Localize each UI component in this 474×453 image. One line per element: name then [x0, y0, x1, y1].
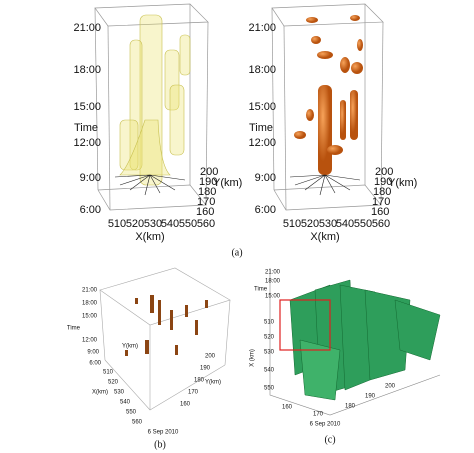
time-tick: 15:00	[265, 294, 281, 300]
axis-label: Y(km)	[122, 344, 138, 350]
axis-label: Time	[67, 326, 81, 332]
y-tick: 190	[199, 176, 217, 188]
date: 6 Sep 2010	[148, 430, 179, 436]
box-a-right	[271, 3, 384, 211]
x-tick: 530	[264, 350, 275, 356]
x-tick: 520	[264, 335, 275, 341]
box-a-left	[94, 3, 209, 211]
time-tick: 18:00	[265, 279, 281, 285]
time-tick: 12:00	[82, 338, 98, 344]
box-b	[99, 267, 231, 411]
x-tick: 560	[372, 218, 390, 230]
time-tick: 12:00	[248, 137, 276, 149]
time-tick: 6:00	[80, 204, 101, 216]
axis-label: Y(km)	[213, 177, 242, 189]
x-tick: 540	[336, 218, 354, 230]
x-tick: 510	[283, 218, 301, 230]
axis-label: X(km)	[310, 231, 339, 243]
y-tick: 180	[198, 186, 216, 198]
x-tick: 540	[264, 368, 275, 374]
x-tick: 520	[301, 218, 319, 230]
y-tick: 180	[194, 378, 205, 384]
y-tick: 190	[200, 366, 211, 372]
x-tick: 530	[114, 390, 125, 396]
time-tick: 18:00	[248, 64, 276, 76]
time-tick: 9:00	[80, 172, 101, 184]
caption: (b)	[154, 439, 166, 450]
orange-volumes	[294, 15, 363, 175]
y-tick: 200	[205, 354, 216, 360]
x-tick: 550	[354, 218, 372, 230]
time-tick: 9:00	[87, 350, 99, 356]
x-tick: 550	[126, 410, 137, 416]
y-tick: 170	[188, 390, 199, 396]
y-tick: 170	[372, 196, 390, 208]
x-tick: 510	[108, 218, 126, 230]
y-tick: 200	[385, 384, 396, 390]
axis-label: X(km)	[135, 231, 164, 243]
y-tick: 170	[313, 412, 324, 418]
axis-label: Time	[254, 287, 268, 293]
x-tick: 560	[197, 218, 215, 230]
x-tick: 510	[264, 320, 275, 326]
box-c	[269, 268, 441, 416]
x-tick: 530	[319, 218, 337, 230]
time-tick: 21:00	[265, 270, 281, 276]
x-tick: 520	[108, 380, 119, 386]
x-tick: 550	[179, 218, 197, 230]
caption: (c)	[324, 434, 335, 445]
axis-label: X(km)	[92, 390, 108, 396]
green-planes	[289, 279, 441, 401]
time-tick: 6:00	[255, 204, 276, 216]
x-tick: 510	[103, 370, 114, 376]
x-tick: 540	[161, 218, 179, 230]
yellow-volumes	[119, 14, 191, 186]
axis-label: Time	[74, 122, 98, 134]
time-tick: 12:00	[73, 137, 101, 149]
axis-label: Y(km)	[205, 380, 221, 386]
y-tick: 160	[196, 206, 214, 218]
time-tick: 21:00	[82, 288, 98, 294]
x-tick: 550	[264, 386, 275, 392]
x-tick: 530	[144, 218, 162, 230]
y-tick: 160	[180, 402, 191, 408]
y-tick: 160	[282, 405, 293, 411]
time-tick: 15:00	[248, 101, 276, 113]
y-tick: 160	[371, 206, 389, 218]
y-tick: 200	[375, 166, 393, 178]
brown-cells	[125, 295, 208, 356]
date: 6 Sep 2010	[310, 422, 341, 428]
y-tick: 180	[373, 186, 391, 198]
x-tick: 520	[126, 218, 144, 230]
axis-label: X (km)	[250, 349, 256, 367]
y-tick: 200	[200, 166, 218, 178]
y-tick: 190	[365, 394, 376, 400]
time-tick: 6:00	[89, 361, 101, 367]
x-tick: 560	[132, 420, 143, 426]
axis-label: Y(km)	[388, 177, 417, 189]
x-tick: 540	[120, 400, 131, 406]
time-tick: 18:00	[73, 64, 101, 76]
axis-label: Time	[249, 122, 273, 134]
y-tick: 190	[374, 176, 392, 188]
roots	[114, 174, 361, 196]
time-tick: 18:00	[82, 301, 98, 307]
time-tick: 15:00	[82, 314, 98, 320]
time-tick: 21:00	[73, 22, 101, 34]
time-tick: 15:00	[73, 101, 101, 113]
y-tick: 180	[345, 404, 356, 410]
y-tick: 170	[197, 196, 215, 208]
caption: (a)	[231, 247, 242, 258]
time-tick: 9:00	[255, 172, 276, 184]
time-tick: 21:00	[248, 22, 276, 34]
